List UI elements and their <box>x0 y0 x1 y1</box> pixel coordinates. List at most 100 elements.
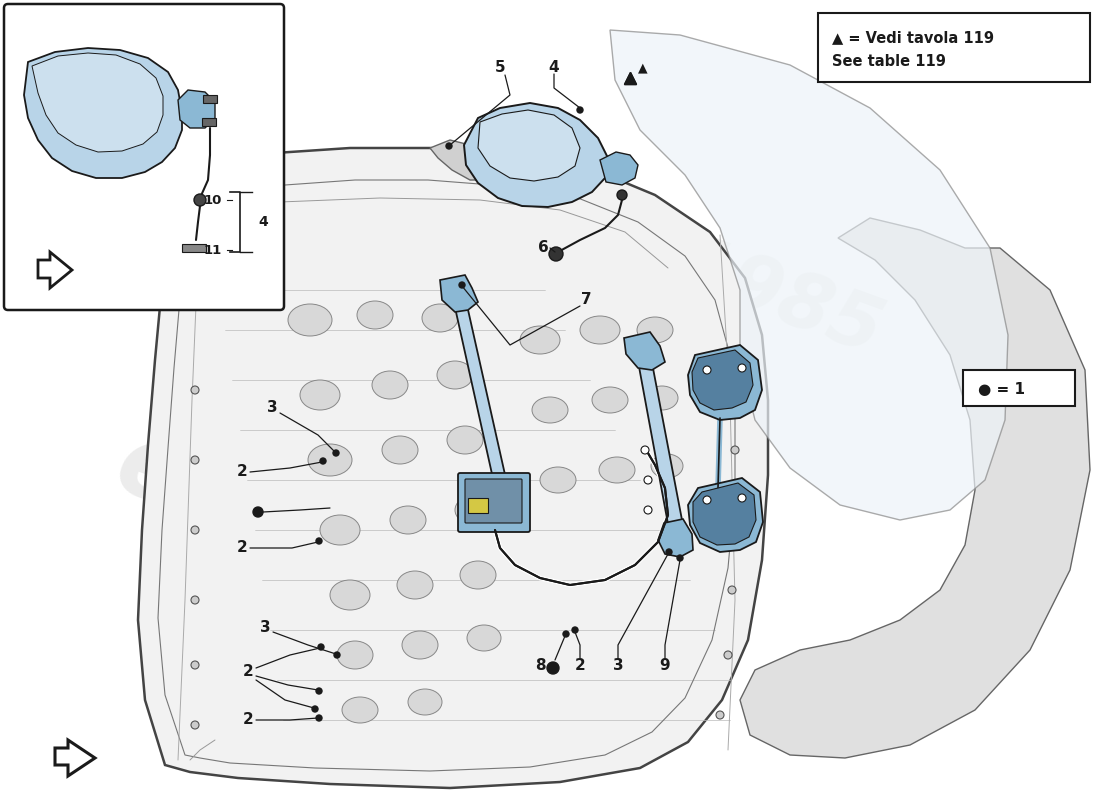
Circle shape <box>191 596 199 604</box>
Text: 2: 2 <box>236 465 248 479</box>
Polygon shape <box>486 486 520 525</box>
Circle shape <box>578 107 583 113</box>
Polygon shape <box>600 152 638 185</box>
Text: 2: 2 <box>243 665 253 679</box>
Ellipse shape <box>600 457 635 483</box>
Circle shape <box>724 651 732 659</box>
Text: 2: 2 <box>236 541 248 555</box>
Circle shape <box>549 247 563 261</box>
Ellipse shape <box>382 436 418 464</box>
Text: 9: 9 <box>660 658 670 673</box>
Ellipse shape <box>592 387 628 413</box>
Circle shape <box>316 688 322 694</box>
Circle shape <box>572 627 578 633</box>
Text: 10: 10 <box>204 194 222 206</box>
Polygon shape <box>39 252 72 288</box>
Polygon shape <box>635 342 682 524</box>
Circle shape <box>191 386 199 394</box>
Ellipse shape <box>437 361 473 389</box>
Ellipse shape <box>460 561 496 589</box>
Circle shape <box>644 476 652 484</box>
Text: 1985: 1985 <box>668 229 892 371</box>
Text: 3: 3 <box>260 621 271 635</box>
Ellipse shape <box>397 571 433 599</box>
Polygon shape <box>178 90 215 128</box>
Circle shape <box>312 706 318 712</box>
Text: 8: 8 <box>535 658 546 673</box>
Text: 3: 3 <box>266 401 277 415</box>
Polygon shape <box>464 103 608 207</box>
Circle shape <box>716 711 724 719</box>
Ellipse shape <box>402 631 438 659</box>
Circle shape <box>644 506 652 514</box>
Text: ricambi: ricambi <box>306 476 615 644</box>
Circle shape <box>738 364 746 372</box>
Text: 5: 5 <box>495 61 505 75</box>
Ellipse shape <box>580 316 620 344</box>
Polygon shape <box>624 332 666 370</box>
Text: ● = 1: ● = 1 <box>978 382 1025 397</box>
FancyBboxPatch shape <box>465 479 522 523</box>
Ellipse shape <box>651 454 683 478</box>
Polygon shape <box>692 350 754 410</box>
Ellipse shape <box>320 515 360 545</box>
Polygon shape <box>138 148 768 788</box>
Bar <box>202 118 216 126</box>
Circle shape <box>728 586 736 594</box>
FancyBboxPatch shape <box>818 13 1090 82</box>
Circle shape <box>732 376 739 384</box>
Circle shape <box>547 662 559 674</box>
Ellipse shape <box>330 580 370 610</box>
Polygon shape <box>478 110 580 181</box>
Polygon shape <box>55 740 95 776</box>
Circle shape <box>446 143 452 149</box>
Text: 4: 4 <box>549 61 559 75</box>
Ellipse shape <box>532 397 568 423</box>
Text: 3: 3 <box>613 658 624 673</box>
Polygon shape <box>740 218 1090 758</box>
Ellipse shape <box>372 371 408 399</box>
Ellipse shape <box>447 426 483 454</box>
Circle shape <box>318 644 324 650</box>
Polygon shape <box>24 48 182 178</box>
Text: 6: 6 <box>538 241 549 255</box>
Circle shape <box>666 549 672 555</box>
Circle shape <box>191 526 199 534</box>
Ellipse shape <box>520 326 560 354</box>
Text: 11: 11 <box>204 243 222 257</box>
Bar <box>468 498 488 513</box>
Text: 2: 2 <box>243 713 253 727</box>
Text: 2: 2 <box>574 658 585 673</box>
Polygon shape <box>430 140 495 180</box>
FancyBboxPatch shape <box>962 370 1075 406</box>
Text: ▲: ▲ <box>638 62 648 74</box>
FancyBboxPatch shape <box>458 473 530 532</box>
Circle shape <box>194 194 206 206</box>
Circle shape <box>333 450 339 456</box>
Circle shape <box>703 496 711 504</box>
Polygon shape <box>440 275 478 312</box>
Circle shape <box>617 190 627 200</box>
Circle shape <box>191 721 199 729</box>
Polygon shape <box>688 345 762 420</box>
Circle shape <box>253 507 263 517</box>
Polygon shape <box>693 483 756 545</box>
Text: ▲ = Vedi tavola 119: ▲ = Vedi tavola 119 <box>832 30 994 46</box>
Polygon shape <box>450 283 508 492</box>
Text: 7: 7 <box>581 293 592 307</box>
Ellipse shape <box>408 689 442 715</box>
Polygon shape <box>688 478 763 552</box>
Ellipse shape <box>358 301 393 329</box>
Circle shape <box>320 458 326 464</box>
Text: See table 119: See table 119 <box>832 54 946 70</box>
Ellipse shape <box>390 506 426 534</box>
Polygon shape <box>610 30 1008 520</box>
Circle shape <box>316 715 322 721</box>
Bar <box>204 95 217 103</box>
Polygon shape <box>658 519 693 557</box>
Circle shape <box>563 631 569 637</box>
Circle shape <box>676 555 683 561</box>
Circle shape <box>738 494 746 502</box>
Ellipse shape <box>646 386 678 410</box>
Ellipse shape <box>637 317 673 343</box>
